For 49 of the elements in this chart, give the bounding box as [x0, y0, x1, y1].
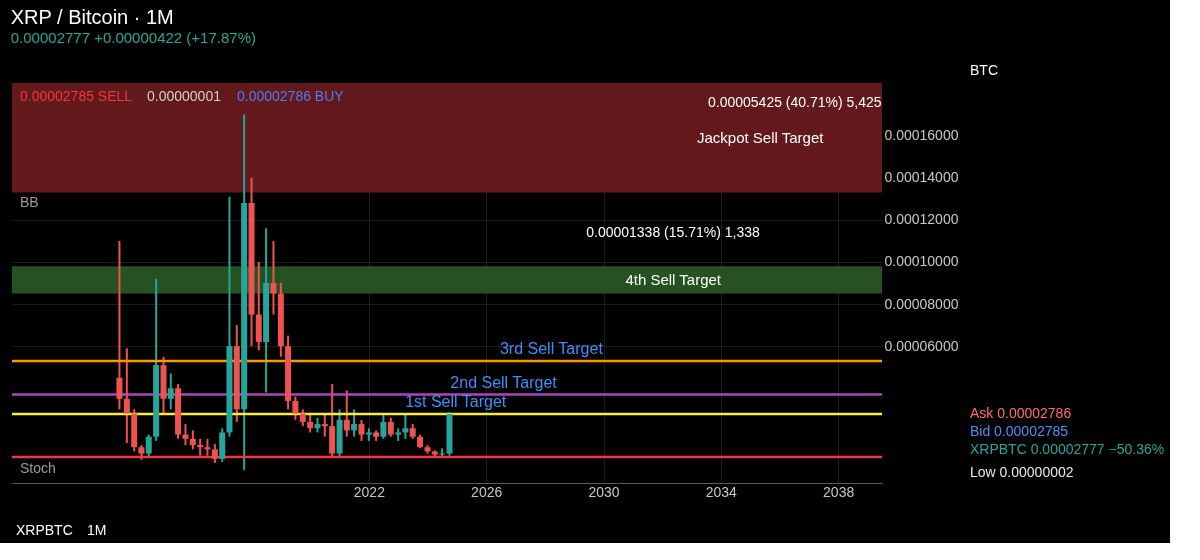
candlestick — [123, 347, 130, 444]
y-tick-label: 0.00016000 — [884, 127, 959, 144]
candlestick — [182, 423, 189, 447]
text: BTC — [970, 62, 998, 78]
ref-line-label: 1st Sell Target — [405, 392, 507, 410]
annotation: 0.00002785 SELL — [20, 88, 133, 104]
candlestick — [358, 418, 365, 442]
text: 1M — [87, 522, 107, 538]
candlestick — [292, 395, 299, 421]
candlestick — [351, 408, 358, 438]
x-tick-label: 2038 — [823, 483, 855, 500]
y-tick-label: 0.00008000 — [884, 295, 959, 312]
candlestick — [189, 429, 196, 451]
candlestick — [167, 372, 174, 411]
candlestick — [211, 443, 218, 464]
annotation: 0.00002786 BUY — [237, 88, 345, 104]
y-tick-label: 0.00010000 — [884, 253, 959, 270]
y-tick-label: 0.00006000 — [884, 337, 959, 354]
ref-line-label: 2nd Sell Target — [450, 373, 558, 391]
ref-line-label: 3rd Sell Target — [499, 339, 604, 357]
annotation: 0.00001338 (15.71%) 1,338 — [586, 224, 760, 240]
chart-title: XRP / Bitcoin · 1M — [10, 6, 174, 28]
x-tick-label: 2026 — [471, 483, 503, 500]
candlestick — [402, 412, 409, 440]
x-tick-label: 2022 — [353, 483, 386, 500]
text: XRPBTC 0.00002777 −50.36% — [970, 441, 1165, 457]
x-tick-label: 2034 — [705, 483, 738, 500]
text: Ask 0.00002786 — [970, 405, 1072, 421]
candlestick — [307, 412, 314, 434]
annotation: 0.00005425 (40.71%) 5,425 — [708, 94, 882, 110]
candlestick — [380, 412, 387, 440]
y-tick-label: 0.00012000 — [884, 211, 959, 228]
annotation: Stoch — [20, 460, 56, 476]
text: Bid 0.00002785 — [970, 423, 1069, 439]
candlestick — [270, 239, 277, 316]
candlestick — [145, 433, 152, 459]
candlestick — [116, 239, 123, 411]
y-tick-label: 0.00014000 — [884, 169, 959, 186]
text: Low 0.00000002 — [970, 464, 1074, 480]
x-tick-label: 2030 — [588, 483, 620, 500]
candlestick — [321, 412, 328, 438]
candlestick — [387, 416, 394, 438]
annotation: 0.00000001 — [147, 88, 222, 104]
band-label: Jackpot Sell Target — [696, 128, 825, 146]
band-label: 4th Sell Target — [625, 270, 722, 288]
chart-subtitle: 0.00002777 +0.00000422 (+17.87%) — [10, 29, 256, 46]
candlestick — [343, 389, 350, 438]
annotation: BB — [20, 194, 39, 210]
text: XRPBTC — [16, 522, 73, 538]
